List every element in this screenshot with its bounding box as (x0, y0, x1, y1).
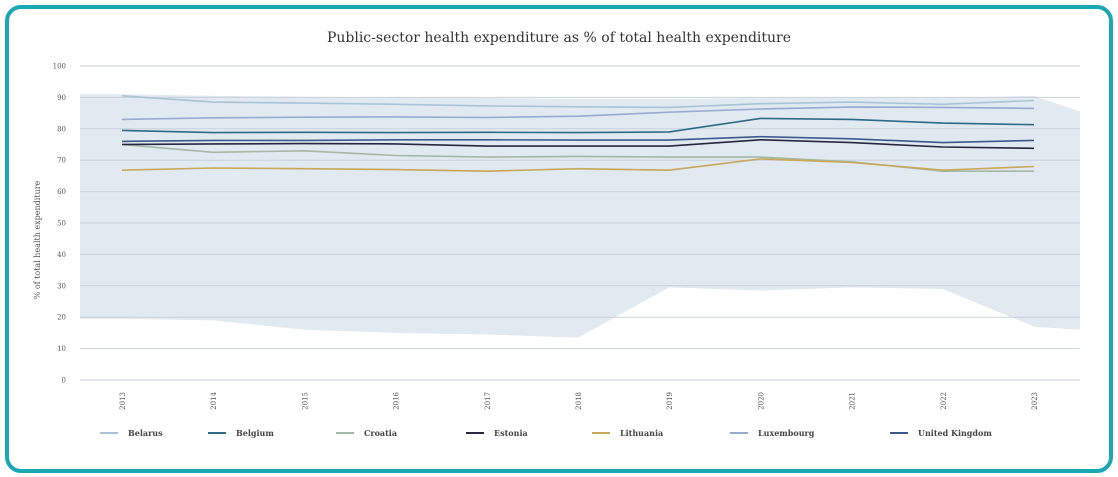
x-tick-label: 2017 (484, 392, 492, 410)
envelope-area (80, 94, 1080, 338)
range-envelope (80, 94, 1080, 338)
y-tick-label: 30 (57, 282, 66, 290)
legend-label: Luxembourg (758, 428, 815, 438)
series-lines (121, 95, 1035, 172)
legend-label: Belgium (236, 428, 274, 438)
y-tick-label: 50 (57, 220, 66, 228)
legend-swatch (336, 432, 354, 434)
x-axis-ticks: 2013 2014 2015 2016 2017 2018 2019 2020 2021 2022… (119, 391, 1039, 409)
legend-swatch (730, 432, 748, 434)
x-tick-label: 2016 (393, 391, 401, 409)
y-tick-label: 20 (57, 314, 66, 322)
y-tick-label: 40 (57, 251, 66, 259)
legend-label: Croatia (364, 428, 398, 438)
x-tick-label: 2015 (301, 392, 309, 410)
legend-item[interactable]: Croatia (336, 426, 397, 440)
legend-label: Belarus (128, 428, 163, 438)
legend-label: Estonia (494, 428, 528, 438)
legend-item[interactable]: Estonia (466, 426, 528, 440)
y-axis-label: % of total health expenditure (33, 180, 42, 299)
y-tick-label: 100 (53, 63, 66, 71)
legend: Belarus Belgium Croatia Estonia Lithuania Lux… (100, 426, 1060, 440)
y-tick-label: 10 (57, 345, 66, 353)
legend-swatch (208, 432, 226, 434)
y-tick-label: 80 (57, 125, 66, 133)
x-tick-label: 2014 (210, 391, 218, 409)
x-tick-label: 2023 (1031, 392, 1039, 410)
chart-title: Public-sector health expenditure as % of… (326, 30, 792, 46)
y-axis-ticks: 0 10 20 30 40 50 60 70 80 90 100 (53, 63, 66, 385)
series-line-luxembourg (121, 106, 1035, 121)
x-tick-label: 2013 (119, 392, 127, 410)
x-tick-label: 2019 (666, 392, 674, 410)
x-tick-label: 2018 (575, 392, 583, 410)
y-tick-label: 70 (57, 157, 66, 165)
series-line-belarus (121, 95, 1035, 109)
series-line-belgium (121, 117, 1035, 134)
y-tick-label: 0 (62, 377, 66, 385)
legend-swatch (592, 432, 610, 434)
legend-label: Lithuania (620, 428, 664, 438)
grid-lines (80, 65, 1080, 381)
y-tick-label: 60 (57, 188, 66, 196)
legend-item[interactable]: United Kingdom (890, 426, 992, 440)
legend-swatch (890, 432, 908, 434)
legend-swatch (100, 432, 118, 434)
legend-item[interactable]: Lithuania (592, 426, 663, 440)
series-line-united-kingdom (121, 135, 1035, 144)
legend-item[interactable]: Luxembourg (730, 426, 814, 440)
legend-item[interactable]: Belarus (100, 426, 163, 440)
y-tick-label: 90 (57, 94, 66, 102)
legend-item[interactable]: Belgium (208, 426, 274, 440)
series-line-lithuania (121, 158, 1035, 172)
legend-label: United Kingdom (918, 428, 992, 438)
series-line-estonia (121, 139, 1035, 150)
x-tick-label: 2022 (940, 392, 948, 410)
legend-swatch (466, 432, 484, 434)
x-tick-label: 2021 (849, 392, 857, 410)
x-tick-label: 2020 (757, 392, 765, 410)
